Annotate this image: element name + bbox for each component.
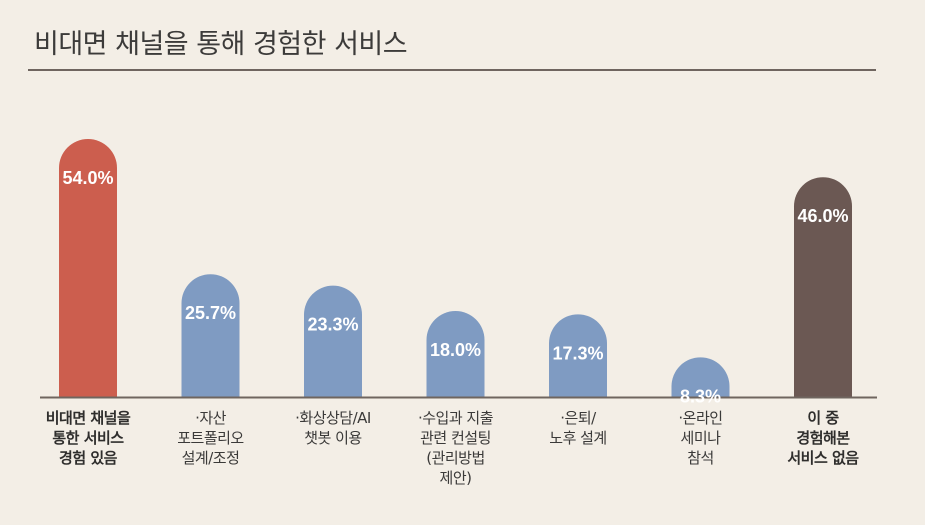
bar: [426, 311, 485, 397]
data-label: 8.3%: [680, 386, 721, 406]
category-label: ·자산 포트폴리오 설계/조정: [177, 409, 244, 467]
data-label: 18.0%: [430, 340, 481, 360]
title-divider: [28, 69, 876, 71]
category-label: ·온라인 세미나 참석: [678, 409, 723, 467]
bar: [671, 357, 730, 397]
data-label: 17.3%: [552, 343, 603, 363]
chart-title: 비대면 채널을 통해 경험한 서비스: [34, 29, 408, 60]
bar: [549, 314, 607, 397]
data-label: 54.0%: [62, 168, 113, 188]
bar: [59, 139, 117, 397]
bar: [794, 177, 852, 397]
data-label: 25.7%: [185, 303, 236, 323]
category-label: ·수입과 지출 관련 컨설팅 (관리방법 제안): [417, 409, 494, 487]
category-label: 비대면 채널을 통한 서비스 경험 있음: [45, 409, 131, 467]
bar: [304, 285, 362, 397]
category-label: ·화상상담/AI 챗봇 이용: [295, 409, 371, 447]
bar: [181, 274, 240, 397]
data-label: 23.3%: [307, 315, 358, 335]
category-label: ·은퇴/ 노후 설계: [549, 409, 607, 447]
category-label: 이 중 경험해본 서비스 없음: [787, 409, 859, 467]
data-label: 46.0%: [797, 206, 848, 226]
